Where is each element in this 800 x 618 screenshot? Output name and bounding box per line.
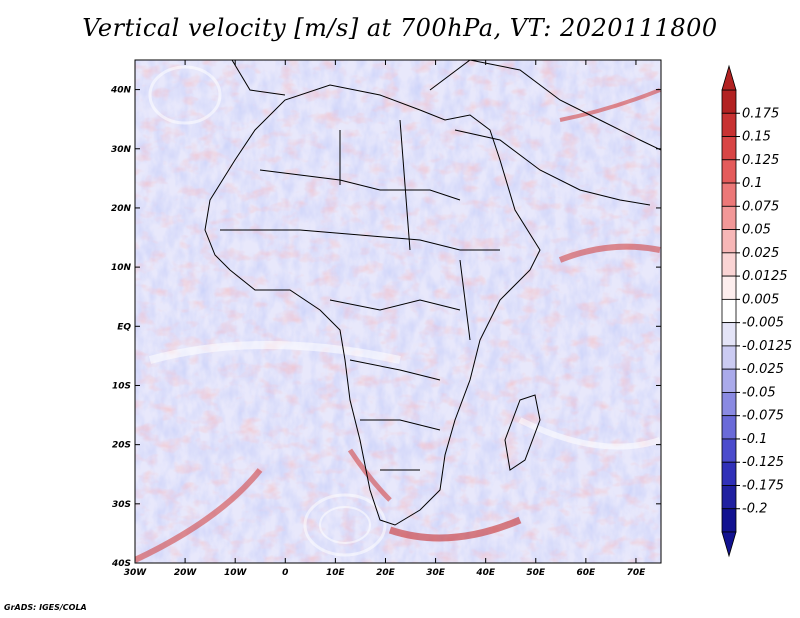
longitude-axis: 30W 20W 10W 0 10E 20E 30E 40E 50E 60E 70E [124, 60, 646, 578]
colorbar-label: 0.075 [742, 199, 779, 214]
colorbar-bottom-arrow [721, 531, 737, 558]
lon-label: 70E [627, 568, 647, 578]
colorbar-label: 0.0125 [742, 269, 788, 284]
colorbar-label: -0.075 [742, 409, 784, 424]
velocity-field [135, 60, 661, 563]
map-title: Vertical velocity [m/s] at 700hPa, VT: 2… [82, 14, 718, 42]
colorbar-segment [721, 136, 737, 161]
colorbar-label: -0.1 [742, 432, 767, 447]
colorbar-label: 0.125 [742, 153, 779, 168]
colorbar-segment [721, 485, 737, 510]
lat-label: 20N [111, 204, 132, 214]
colorbar-label: 0.025 [742, 246, 779, 261]
colorbar-segment [721, 298, 737, 324]
lon-label: 40E [475, 568, 496, 578]
colorbar-label: -0.125 [742, 455, 784, 470]
colorbar-segment [721, 508, 737, 533]
colorbar-top-arrow [721, 64, 737, 91]
colorbar-label: 0.005 [742, 292, 779, 307]
lon-label: 20W [174, 568, 198, 578]
colorbar-segment [721, 461, 737, 486]
lon-label: 30W [124, 568, 148, 578]
colorbar-segment [721, 229, 737, 254]
colorbar-segment [721, 182, 737, 207]
lat-label: 20S [112, 441, 131, 451]
colorbar-segment [721, 415, 737, 440]
colorbar: 0.175 0.15 0.125 0.1 0.075 0.05 0.025 0.0125 0.0… [721, 64, 792, 558]
lat-label: 40S [111, 559, 131, 569]
colorbar-segment [721, 438, 737, 463]
lat-label: 10S [112, 381, 131, 391]
colorbar-label: -0.175 [742, 478, 784, 493]
lon-label: 10E [326, 568, 346, 578]
lat-label: EQ [117, 322, 131, 332]
lon-label: 10W [224, 568, 248, 578]
colorbar-label: -0.025 [742, 362, 784, 377]
colorbar-label: -0.0125 [742, 339, 792, 354]
coastlines [204, 60, 661, 526]
colorbar-label: 0.15 [742, 130, 771, 145]
lon-label: 50E [526, 568, 546, 578]
colorbar-label: 0.1 [742, 176, 763, 191]
colorbar-segment [721, 275, 737, 300]
colorbar-segment [721, 368, 737, 393]
lat-label: 40N [110, 86, 132, 96]
lat-label: 30S [112, 500, 131, 510]
lon-label: 30E [426, 568, 446, 578]
colorbar-segment [721, 159, 737, 184]
lat-label: 10N [111, 263, 132, 273]
colorbar-label: -0.2 [742, 502, 767, 517]
grads-credit: GrADS: IGES/COLA [4, 603, 87, 612]
colorbar-segment [721, 392, 737, 417]
latitude-axis: 40N 30N 20N 10N EQ 10S 20S 30S 40S [110, 86, 661, 569]
lon-label: 60E [577, 568, 597, 578]
colorbar-segment [721, 345, 737, 370]
colorbar-label: -0.005 [742, 316, 784, 331]
colorbar-label: 0.175 [742, 106, 779, 121]
colorbar-segment [721, 89, 737, 114]
lon-label: 0 [282, 568, 288, 578]
colorbar-segment [721, 322, 737, 347]
colorbar-segment [721, 205, 737, 230]
lon-label: 20E [376, 568, 396, 578]
colorbar-label: -0.05 [742, 385, 776, 400]
lat-label: 30N [111, 145, 132, 155]
colorbar-segment [721, 112, 737, 137]
plot-frame [134, 59, 662, 564]
colorbar-label: 0.05 [742, 223, 771, 238]
colorbar-segment [721, 252, 737, 277]
